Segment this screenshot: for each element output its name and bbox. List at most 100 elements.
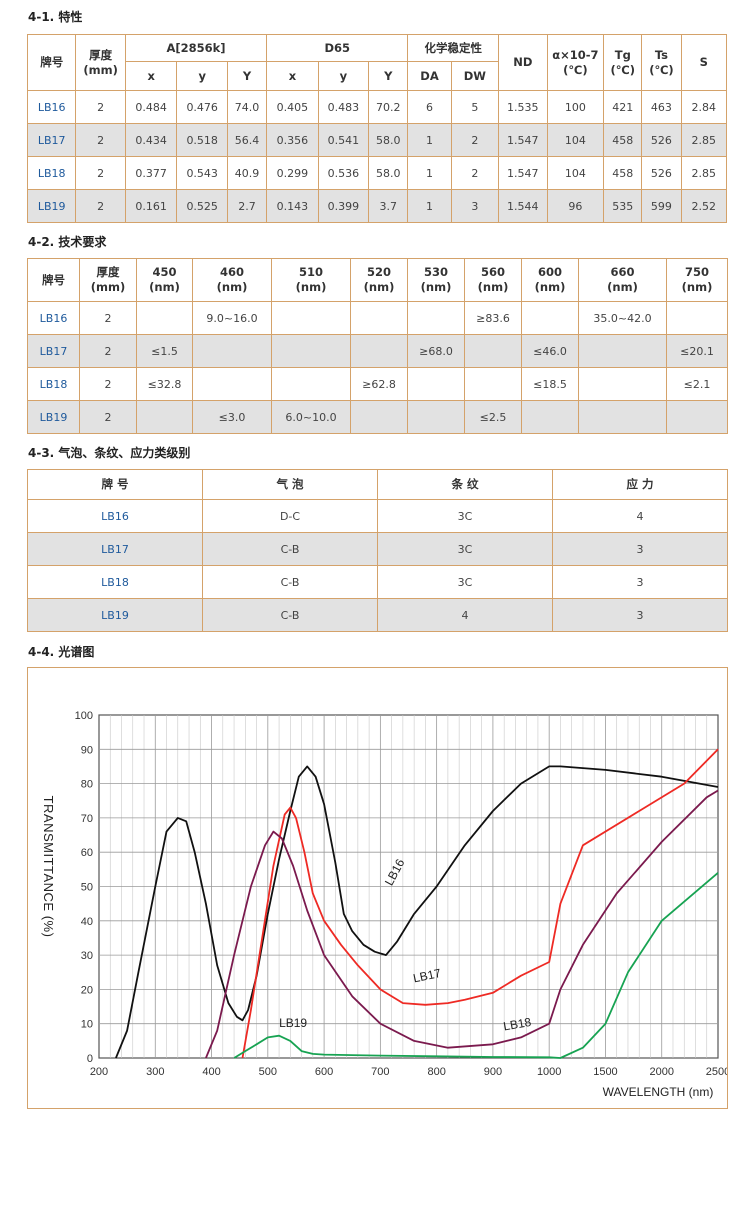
table-cell: 3: [552, 565, 728, 599]
section-title-spectrum: 4-4. 光谱图: [28, 645, 95, 659]
table-cell: [271, 367, 351, 401]
table-row: LB19 2 0.161 0.525 2.7 0.143 0.399 3.7 1 3 1.544 96…: [26, 189, 728, 223]
y-tick-label: 20: [81, 984, 93, 996]
table-cell: [521, 301, 579, 335]
table-cell: [578, 367, 667, 401]
table-cell: 104: [546, 123, 605, 157]
table-cell: 1: [407, 189, 452, 223]
x-axis-title: WAVELENGTH (nm): [603, 1085, 714, 1099]
header-660nm: 660 (nm): [578, 258, 667, 302]
table-row: LB18 2 ≤32.8 ≥62.8 ≤18.5 ≤2.1: [27, 367, 728, 401]
table-row: LB17 2 0.434 0.518 56.4 0.356 0.541 58.0 1 2 1.547…: [26, 123, 728, 157]
table-cell: 96: [546, 189, 605, 223]
table-row: LB17 2 ≤1.5 ≥68.0 ≤46.0 ≤20.1: [27, 334, 728, 368]
table-cell: 2.52: [680, 189, 728, 223]
section-title-bubble-stripe-stress: 4-3. 气泡、条纹、应力类级别: [28, 446, 191, 460]
brand-link[interactable]: LB17: [26, 123, 77, 157]
header-stripe: 条 纹: [377, 469, 553, 500]
header-560nm: 560 (nm): [464, 258, 522, 302]
brand-link[interactable]: LB16: [27, 301, 80, 335]
header-a2856k: A[2856k]: [124, 34, 268, 62]
brand-link[interactable]: LB18: [27, 565, 203, 599]
table-cell: 526: [641, 156, 682, 190]
table-cell: 2: [75, 189, 126, 223]
header-tg: Tg (℃): [603, 34, 643, 91]
table-cell: 2.85: [680, 123, 728, 157]
table-row: LB16 D-C 3C 4: [27, 499, 728, 533]
brand-link[interactable]: LB19: [27, 400, 80, 434]
table-cell: 2: [75, 90, 126, 124]
series-line-lb17: [241, 748, 719, 1059]
table-cell: [192, 367, 272, 401]
header-530nm: 530 (nm): [407, 258, 465, 302]
brand-link[interactable]: LB17: [27, 532, 203, 566]
header-a-x: x: [124, 61, 178, 91]
brand-link[interactable]: LB18: [26, 156, 77, 190]
table-cell: 40.9: [226, 156, 268, 190]
spectrum-chart-svg: 0 10 20 30 40 50 60 70 80 90 100 200 300 400 500 600 700…: [41, 710, 730, 1099]
table-cell: 58.0: [368, 123, 409, 157]
table-cell: 1: [407, 156, 452, 190]
table-cell: ≤3.0: [192, 400, 272, 434]
table-cell: 74.0: [226, 90, 268, 124]
x-tick-label: 700: [371, 1066, 389, 1078]
table-cell: [578, 400, 667, 434]
table-cell: 463: [641, 90, 682, 124]
table-cell: 0.525: [176, 189, 228, 223]
table-cell: [271, 301, 351, 335]
table-cell: 5: [450, 90, 500, 124]
table-cell: [666, 301, 728, 335]
table-cell: 2: [450, 123, 500, 157]
x-tick-label: 400: [202, 1066, 220, 1078]
header-s: S: [680, 34, 728, 91]
properties-table: 牌号 厚度 (mm) A[2856k] D65 化学稳定性 ND α×10-7 (℃…: [26, 34, 728, 223]
table-cell: ≤32.8: [136, 367, 193, 401]
brand-link[interactable]: LB16: [27, 499, 203, 533]
table-cell: 535: [603, 189, 643, 223]
table-cell: 1: [407, 123, 452, 157]
table-cell: 2: [79, 400, 137, 434]
header-d65: D65: [266, 34, 409, 62]
table-row: LB18 2 0.377 0.543 40.9 0.299 0.536 58.0 1 2 1.547…: [26, 156, 728, 190]
table-cell: [464, 367, 522, 401]
x-tick-label: 1000: [537, 1066, 561, 1078]
table-cell: 526: [641, 123, 682, 157]
header-bubble: 气 泡: [202, 469, 378, 500]
header-460nm: 460 (nm): [192, 258, 272, 302]
table-cell: 3: [552, 532, 728, 566]
table-cell: 0.377: [124, 156, 178, 190]
table-cell: 599: [641, 189, 682, 223]
table-cell: ≥68.0: [407, 334, 465, 368]
brand-link[interactable]: LB17: [27, 334, 80, 368]
table-cell: 1.547: [498, 123, 548, 157]
x-tick-label: 2000: [649, 1066, 673, 1078]
header-750nm: 750 (nm): [666, 258, 728, 302]
brand-link[interactable]: LB16: [26, 90, 77, 124]
table-cell: 58.0: [368, 156, 409, 190]
table-cell: [136, 400, 193, 434]
table-cell: [136, 301, 193, 335]
header-thickness: 厚度 (mm): [79, 258, 137, 302]
table-cell: 2: [75, 123, 126, 157]
table-cell: [464, 334, 522, 368]
brand-link[interactable]: LB19: [27, 598, 203, 632]
grade-table: 牌 号 气 泡 条 纹 应 力 LB16 D-C 3C 4 LB17 C-B 3C 3 LB18…: [27, 469, 728, 632]
y-tick-label: 50: [81, 882, 93, 894]
header-d65-Y: Y: [368, 61, 409, 91]
header-ts: Ts (℃): [641, 34, 682, 91]
brand-link[interactable]: LB19: [26, 189, 77, 223]
table-cell: D-C: [202, 499, 378, 533]
table-cell: 70.2: [368, 90, 409, 124]
table-row: LB19 2 ≤3.0 6.0~10.0 ≤2.5: [27, 400, 728, 434]
section-title-requirements: 4-2. 技术要求: [28, 235, 107, 249]
series-label-lb17: LB17: [412, 966, 443, 986]
table-cell: 0.405: [266, 90, 319, 124]
x-tick-label: 800: [427, 1066, 445, 1078]
table-cell: ≤2.5: [464, 400, 522, 434]
x-tick-label: 300: [146, 1066, 164, 1078]
table-cell: [407, 400, 465, 434]
y-tick-label: 60: [81, 847, 93, 859]
y-tick-label: 80: [81, 779, 93, 791]
brand-link[interactable]: LB18: [27, 367, 80, 401]
table-cell: 6.0~10.0: [271, 400, 351, 434]
